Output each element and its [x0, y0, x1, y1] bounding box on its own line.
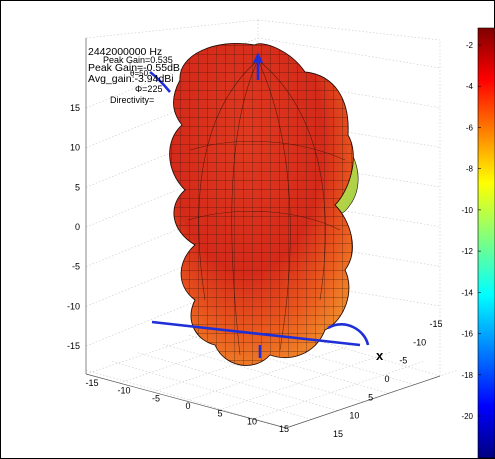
avg-gain-label: Avg_gain:-3.94dBi [88, 73, 174, 85]
peak-gain-db-label: Peak Gain=-0.55dB [88, 62, 180, 74]
z-tick-label: 5 [75, 182, 80, 192]
x-tick-label: -15 [429, 319, 442, 329]
z-tick-label: -15 [67, 341, 80, 351]
colorbar-tick-label: -18 [461, 371, 473, 380]
phi-label: Φ=225 [135, 84, 163, 94]
colorbar-ticks: -2 -4 -6 -8 -10 -12 -14 -16 -18 -20 [461, 41, 481, 421]
y-tick-label: 10 [247, 416, 257, 426]
x-tick-label: 0 [384, 374, 389, 384]
x-tick-label: 5 [368, 392, 373, 402]
colorbar-tick-label: -6 [466, 123, 474, 132]
colorbar-tick-label: -12 [461, 247, 473, 256]
peak-gain-linear-label: Peak Gain=0.535 [103, 55, 173, 65]
colorbar-tick-label: -4 [466, 82, 474, 91]
x-axis-ticks: 15 10 5 0 -5 -10-15 [333, 319, 443, 439]
z-tick-label: 15 [70, 103, 80, 113]
y-tick-label: 5 [217, 409, 222, 419]
y-tick-label: -10 [117, 386, 130, 396]
y-tick-label: -15 [85, 378, 98, 388]
frequency-label: 2442000000 Hz [88, 46, 163, 58]
y-tick-label: -5 [152, 393, 160, 403]
z-tick-label: 10 [70, 143, 80, 153]
directivity-label: Directivity= [110, 95, 155, 105]
z-tick-label: -10 [67, 301, 80, 311]
z-tick-label: -5 [72, 262, 80, 272]
y-axis-ticks: -15 -10 -5 0 5 10 15 [85, 378, 289, 434]
y-tick-label: 0 [185, 401, 190, 411]
x-tick-label: 10 [349, 411, 359, 421]
colorbar-tick-label: -16 [461, 330, 473, 339]
x-axis-arrow [252, 52, 264, 63]
colorbar-tick-label: -8 [466, 165, 474, 174]
main-lobe [169, 43, 354, 366]
colorbar-tick-label: -20 [461, 412, 473, 421]
z-tick-label: 0 [75, 222, 80, 232]
y-tick-label: 15 [279, 424, 289, 434]
x-tick-label: -10 [413, 337, 426, 347]
colorbar-tick-label: -10 [461, 206, 473, 215]
colorbar-tick-label: -2 [466, 41, 474, 50]
z-axis-ticks: -15 -10 -5 0 5 10 15 [67, 103, 80, 351]
x-axis-label: x [376, 348, 384, 363]
axes-box [85, 38, 441, 429]
colorbar [477, 27, 495, 459]
theta-label: θ=50 [130, 69, 149, 78]
colorbar-tick-label: -14 [461, 288, 473, 297]
x-tick-label: 15 [333, 429, 343, 439]
x-tick-label: -5 [399, 356, 407, 366]
coordinate-axes [149, 58, 370, 358]
